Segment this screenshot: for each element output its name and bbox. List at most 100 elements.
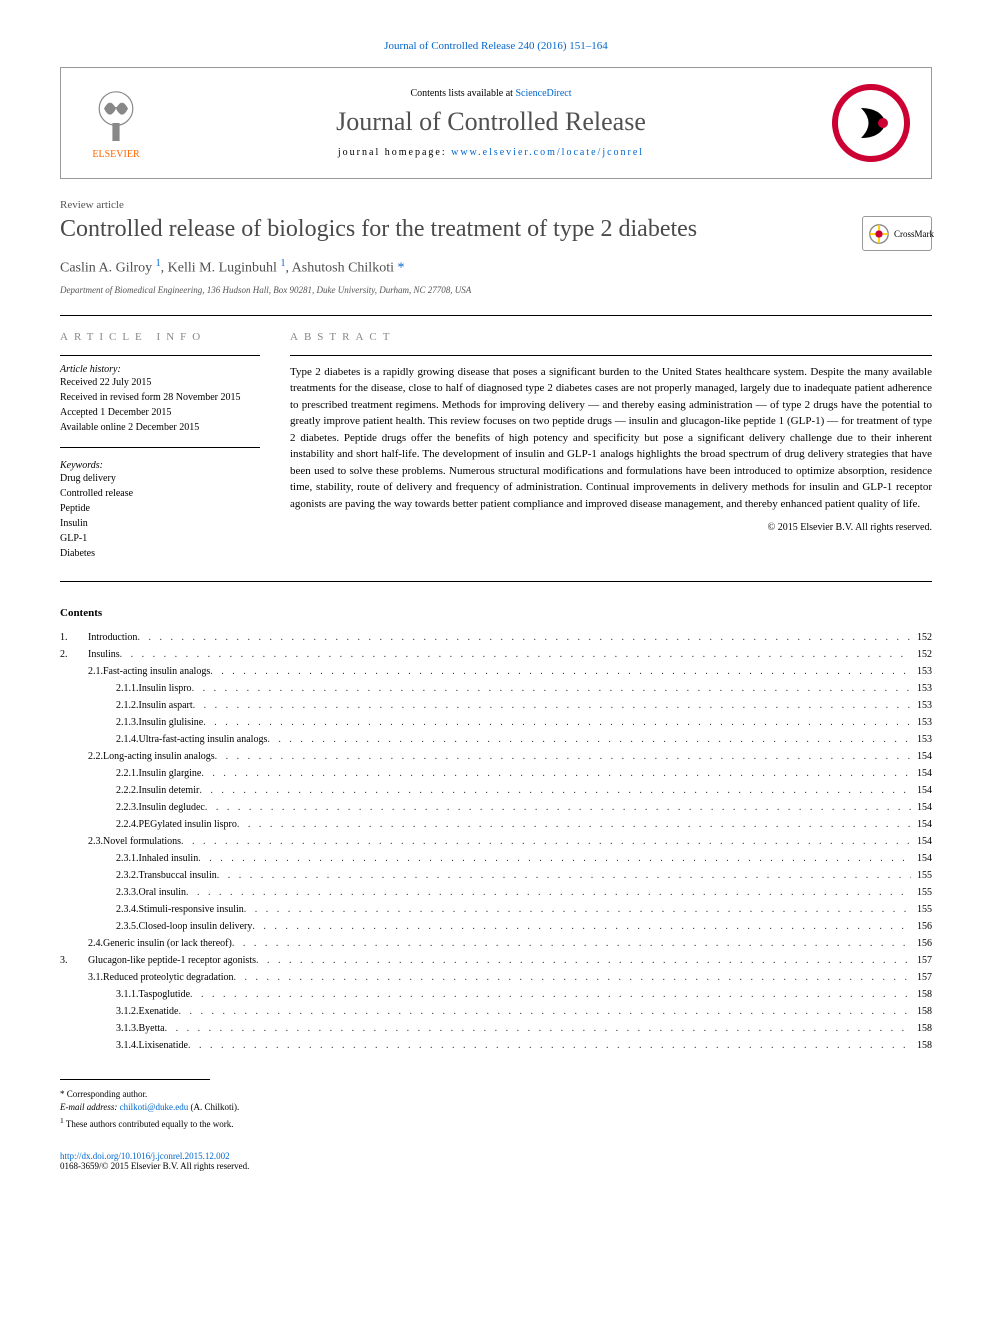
- toc-row[interactable]: 2.1.3.Insulin glulisine 153: [60, 714, 932, 731]
- footnote-corresponding: * Corresponding author.: [60, 1088, 932, 1102]
- toc-row[interactable]: 3.Glucagon-like peptide-1 receptor agoni…: [60, 952, 932, 969]
- toc-row[interactable]: 1.Introduction 152: [60, 629, 932, 646]
- toc-row[interactable]: 3.1.4.Lixisenatide 158: [60, 1037, 932, 1054]
- toc-label: Stimuli-responsive insulin: [139, 901, 244, 918]
- toc-row[interactable]: 2.2.4.PEGylated insulin lispro 154: [60, 816, 932, 833]
- info-divider-2: [60, 447, 260, 448]
- homepage-link[interactable]: www.elsevier.com/locate/jconrel: [451, 147, 644, 158]
- toc-row[interactable]: 2.3.2.Transbuccal insulin 155: [60, 867, 932, 884]
- toc-dots: [252, 918, 911, 935]
- email-link[interactable]: chilkoti@duke.edu: [120, 1102, 189, 1112]
- toc-number: 2.2.2.: [60, 782, 139, 799]
- toc-row[interactable]: 2.1.4.Ultra-fast-acting insulin analogs …: [60, 731, 932, 748]
- toc-page: 155: [911, 901, 932, 918]
- toc-label: Fast-acting insulin analogs: [103, 663, 210, 680]
- journal-cover-badge: [831, 83, 911, 163]
- keyword-item: GLP-1: [60, 531, 260, 546]
- toc-dots: [256, 952, 911, 969]
- toc-row[interactable]: 2.4.Generic insulin (or lack thereof) 15…: [60, 935, 932, 952]
- history-received: Received 22 July 2015: [60, 375, 260, 390]
- crossmark-badge[interactable]: CrossMark: [862, 216, 932, 251]
- keywords-list: Drug deliveryControlled releasePeptideIn…: [60, 471, 260, 561]
- contents-available-line: Contents lists available at ScienceDirec…: [151, 88, 831, 99]
- toc-row[interactable]: 2.2.3.Insulin degludec 154: [60, 799, 932, 816]
- toc-row[interactable]: 3.1.1.Taspoglutide 158: [60, 986, 932, 1003]
- contents-header: Contents: [60, 607, 932, 619]
- toc-number: 2.3.5.: [60, 918, 139, 935]
- abstract-divider: [290, 355, 932, 356]
- toc-label: Insulin glargine: [139, 765, 202, 782]
- keyword-item: Controlled release: [60, 486, 260, 501]
- toc-dots: [232, 935, 911, 952]
- history-label: Article history:: [60, 364, 260, 375]
- toc-row[interactable]: 2.3.Novel formulations 154: [60, 833, 932, 850]
- toc-row[interactable]: 2.1.1.Insulin lispro 153: [60, 680, 932, 697]
- toc-dots: [199, 782, 911, 799]
- toc-page: 152: [911, 629, 932, 646]
- toc-page: 155: [911, 884, 932, 901]
- doi-block: http://dx.doi.org/10.1016/j.jconrel.2015…: [60, 1151, 932, 1171]
- toc-page: 154: [911, 765, 932, 782]
- footnote-email: E-mail address: chilkoti@duke.edu (A. Ch…: [60, 1101, 932, 1115]
- toc-number: 3.: [60, 952, 88, 969]
- affiliation: Department of Biomedical Engineering, 13…: [60, 285, 932, 295]
- toc-row[interactable]: 3.1.3.Byetta 158: [60, 1020, 932, 1037]
- toc-page: 158: [911, 986, 932, 1003]
- toc-row[interactable]: 2.2.1.Insulin glargine 154: [60, 765, 932, 782]
- toc-dots: [215, 748, 911, 765]
- info-divider-1: [60, 355, 260, 356]
- toc-page: 154: [911, 850, 932, 867]
- toc-label: Insulin lispro: [139, 680, 192, 697]
- toc-row[interactable]: 2.3.4.Stimuli-responsive insulin 155: [60, 901, 932, 918]
- toc-row[interactable]: 2.1.2.Insulin aspart 153: [60, 697, 932, 714]
- keyword-item: Diabetes: [60, 546, 260, 561]
- toc-page: 153: [911, 663, 932, 680]
- toc-number: 2.1.3.: [60, 714, 139, 731]
- toc-label: Insulin aspart: [139, 697, 193, 714]
- toc-number: 3.1.: [60, 969, 103, 986]
- toc-row[interactable]: 2.1.Fast-acting insulin analogs 153: [60, 663, 932, 680]
- footnote-divider: [60, 1079, 210, 1080]
- toc-row[interactable]: 2.3.5.Closed-loop insulin delivery 156: [60, 918, 932, 935]
- toc-number: 2.1.1.: [60, 680, 139, 697]
- toc-number: 2.4.: [60, 935, 103, 952]
- crossmark-icon: [868, 223, 890, 245]
- title-row: Controlled release of biologics for the …: [60, 216, 932, 258]
- abstract-col: abstract Type 2 diabetes is a rapidly gr…: [290, 331, 932, 561]
- toc-dots: [137, 629, 911, 646]
- toc-dots: [178, 1003, 911, 1020]
- toc-dots: [192, 680, 911, 697]
- toc-page: 156: [911, 918, 932, 935]
- toc-dots: [188, 1037, 911, 1054]
- toc-row[interactable]: 3.1.Reduced proteolytic degradation 157: [60, 969, 932, 986]
- toc-page: 152: [911, 646, 932, 663]
- toc-number: 1.: [60, 629, 88, 646]
- toc-number: 3.1.4.: [60, 1037, 139, 1054]
- toc-label: Insulin detemir: [139, 782, 200, 799]
- article-info-col: article info Article history: Received 2…: [60, 331, 260, 561]
- citation-link[interactable]: Journal of Controlled Release 240 (2016)…: [384, 40, 608, 52]
- toc-label: Taspoglutide: [139, 986, 191, 1003]
- abstract-text: Type 2 diabetes is a rapidly growing dis…: [290, 364, 932, 513]
- toc-dots: [203, 714, 911, 731]
- publisher-name: ELSEVIER: [92, 149, 139, 160]
- toc-page: 158: [911, 1037, 932, 1054]
- toc-number: 2.1.2.: [60, 697, 139, 714]
- crossmark-label: CrossMark: [894, 229, 934, 239]
- info-abstract-row: article info Article history: Received 2…: [60, 331, 932, 561]
- toc-row[interactable]: 2.3.1.Inhaled insulin 154: [60, 850, 932, 867]
- toc-row[interactable]: 2.Insulins 152: [60, 646, 932, 663]
- toc-row[interactable]: 3.1.2.Exenatide 158: [60, 1003, 932, 1020]
- doi-link[interactable]: http://dx.doi.org/10.1016/j.jconrel.2015…: [60, 1151, 230, 1161]
- toc-page: 157: [911, 952, 932, 969]
- toc-row[interactable]: 2.2.2.Insulin detemir 154: [60, 782, 932, 799]
- toc-page: 154: [911, 816, 932, 833]
- toc-row[interactable]: 2.2.Long-acting insulin analogs 154: [60, 748, 932, 765]
- toc-row[interactable]: 2.3.3.Oral insulin 155: [60, 884, 932, 901]
- toc-page: 158: [911, 1003, 932, 1020]
- toc-number: 3.1.2.: [60, 1003, 139, 1020]
- toc-dots: [210, 663, 911, 680]
- history-accepted: Accepted 1 December 2015: [60, 405, 260, 420]
- sciencedirect-link[interactable]: ScienceDirect: [515, 88, 571, 99]
- toc-number: 2.3.2.: [60, 867, 139, 884]
